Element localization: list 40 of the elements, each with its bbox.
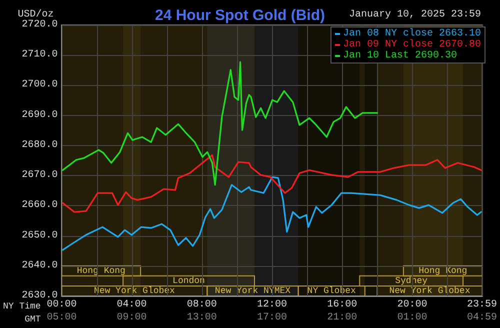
x-tick-label: 04:00 — [116, 300, 147, 310]
band-label: London — [172, 276, 205, 286]
band-label: Hong Kong — [418, 266, 468, 276]
x2-tick-label: 04:59 — [466, 312, 498, 324]
line-series — [62, 154, 482, 213]
y-tick-label: 2650.0 — [22, 230, 58, 242]
x2-tick-label: 13:00 — [186, 312, 217, 324]
chart-title: 24 Hour Spot Gold (Bid) — [155, 7, 325, 24]
x-tick-label: 20:00 — [397, 300, 428, 310]
x2-tick-label: 17:00 — [256, 312, 288, 324]
x-tick-label: 00:00 — [46, 300, 77, 310]
line-series — [62, 61, 378, 186]
legend-label: Jan 08 NY close 2663.10 — [342, 28, 482, 40]
x2-axis-title: GMT — [24, 314, 42, 324]
x2-tick-label: 09:00 — [116, 312, 147, 324]
y-tick-label: 2670.0 — [22, 170, 58, 182]
legend-label: Jan 10 Last 2690.30 — [342, 50, 458, 62]
x-tick-label: 23:59 — [466, 300, 497, 310]
line-series — [62, 176, 482, 251]
chart-subtitle: January 10, 2025 23:59 — [348, 10, 482, 20]
band-label: New York Globex — [389, 286, 470, 296]
legend-label: Jan 09 NY close 2670.80 — [342, 38, 482, 50]
band-label: New York Globex — [94, 286, 175, 296]
y-tick-label: 2660.0 — [22, 200, 58, 212]
y-tick-label: 2680.0 — [22, 140, 58, 151]
y-axis-title: USD/oz — [18, 8, 54, 21]
y-tick-label: 2690.0 — [22, 110, 58, 121]
y-tick-label: 2710.0 — [22, 50, 58, 61]
x-axis-title: NY Time — [2, 302, 41, 312]
x2-tick-label: 21:00 — [327, 312, 358, 324]
band-label: NY Globex — [307, 286, 356, 296]
x2-tick-label: 05:00 — [46, 312, 77, 324]
x2-tick-label: 01:00 — [397, 312, 428, 324]
y-tick-label: 2700.0 — [22, 80, 58, 91]
band-label: New York NYMEX — [214, 286, 292, 296]
x-tick-label: 08:00 — [186, 300, 217, 310]
x-tick-label: 12:00 — [256, 300, 288, 310]
y-tick-label: 2720.0 — [22, 20, 58, 30]
y-tick-label: 2640.0 — [22, 260, 58, 272]
x-tick-label: 16:00 — [327, 300, 358, 310]
